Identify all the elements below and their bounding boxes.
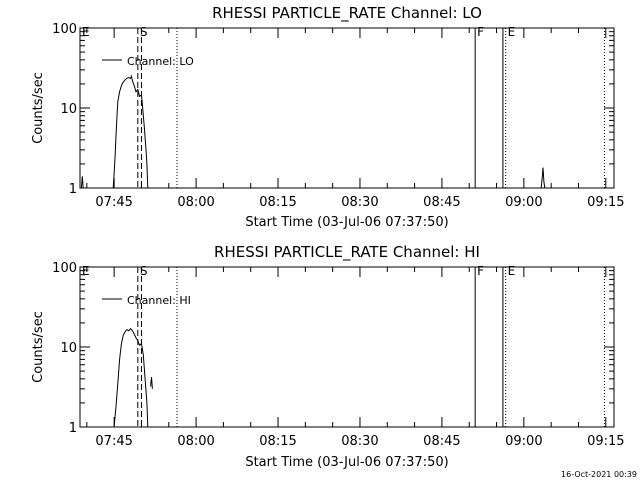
x-tick-label: 09:15 (587, 195, 624, 210)
event-marker-label: E (508, 264, 516, 278)
x-tick-label: 09:00 (505, 195, 542, 210)
x-axis-label-hi: Start Time (03-Jul-06 07:37:50) (245, 455, 448, 470)
x-tick-label: 07:45 (95, 195, 132, 210)
y-tick-label: 100 (52, 261, 77, 276)
chart-title-lo: RHESSI PARTICLE_RATE Channel: LO (212, 4, 482, 23)
plot-frame (79, 27, 615, 189)
plot-area-hi: 1 10 100 07:45 08:00 08:15 08:30 08:45 09:00 09:1… (52, 261, 624, 449)
x-tick-label: 08:45 (423, 195, 460, 210)
x-tick-label: 07:45 (95, 434, 132, 449)
event-marker-label: S (140, 25, 148, 39)
y-tick-label: 1 (69, 421, 77, 436)
series-line (112, 74, 149, 189)
plot-area-lo: 1 10 100 07:45 08:00 08:15 08:30 08:45 09:00 09:1… (52, 22, 624, 210)
footer-timestamp: 16-Oct-2021 00:39 (561, 470, 637, 479)
event-marker-label: E (82, 25, 90, 39)
event-marker-label: F (477, 25, 484, 39)
x-tick-label: 08:00 (177, 434, 214, 449)
y-tick-label: 100 (52, 22, 77, 37)
series-line (150, 377, 153, 389)
x-tick-label: 08:30 (341, 195, 378, 210)
event-marker-label: E (508, 25, 516, 39)
legend-label-lo: Channel: LO (127, 55, 194, 68)
series-line (113, 327, 149, 428)
x-tick-label: 08:30 (341, 434, 378, 449)
y-tick-label: 1 (69, 182, 77, 197)
y-axis-label-lo: Counts/sec (31, 72, 46, 144)
y-axis-label-hi: Counts/sec (31, 311, 46, 383)
x-tick-label: 08:45 (423, 434, 460, 449)
plot-frame (79, 266, 615, 428)
event-marker-label: F (477, 264, 484, 278)
y-tick-label: 10 (60, 102, 77, 117)
x-tick-label: 08:00 (177, 195, 214, 210)
x-tick-label: 09:15 (587, 434, 624, 449)
x-axis-label-lo: Start Time (03-Jul-06 07:37:50) (245, 215, 448, 230)
legend-label-hi: Channel: HI (127, 294, 191, 307)
chart-title-hi: RHESSI PARTICLE_RATE Channel: HI (214, 243, 480, 262)
event-marker-label: E (82, 264, 90, 278)
x-tick-label: 09:00 (505, 434, 542, 449)
series-line (80, 176, 84, 189)
chart-panel-lo: RHESSI PARTICLE_RATE Channel: LO Counts/… (31, 4, 625, 230)
x-tick-label: 08:15 (259, 195, 296, 210)
series-line (540, 167, 546, 189)
event-marker-label: S (140, 264, 148, 278)
x-tick-label: 08:15 (259, 434, 296, 449)
chart-panel-hi: RHESSI PARTICLE_RATE Channel: HI Counts/… (31, 243, 625, 470)
y-tick-label: 10 (60, 341, 77, 356)
